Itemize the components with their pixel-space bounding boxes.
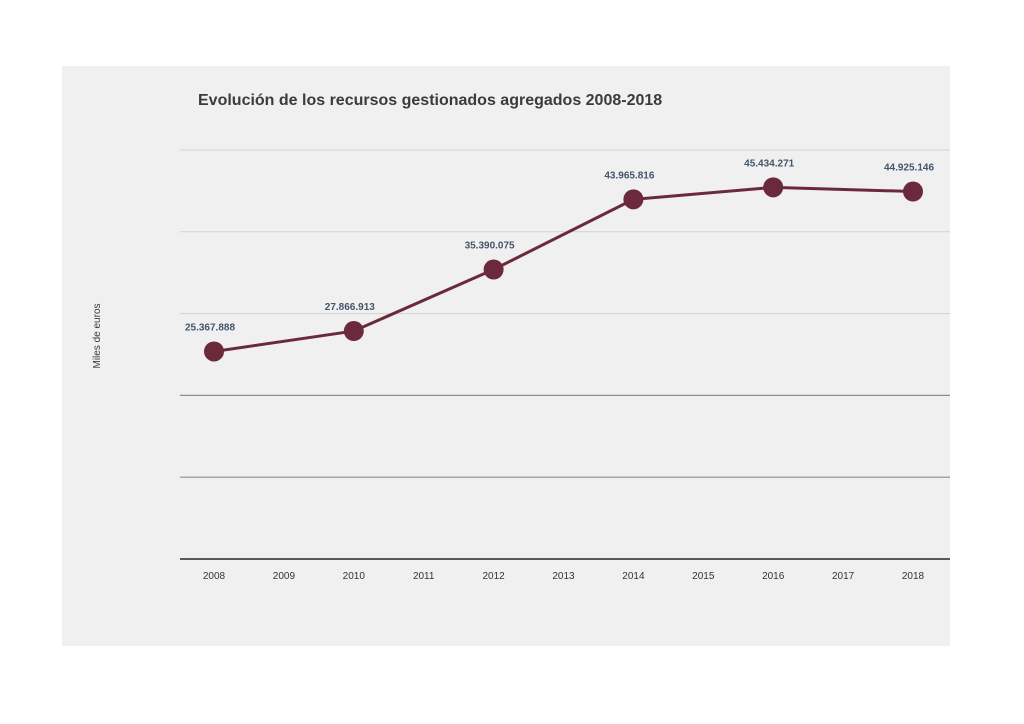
- data-label: 44.925.146: [884, 163, 934, 174]
- series: [204, 177, 923, 362]
- data-point: [623, 189, 644, 210]
- y-axis-label: Miles de euros: [92, 303, 103, 368]
- x-tick-label: 2008: [203, 571, 226, 582]
- x-tick-labels: 2008 2009 2010 2011 2012 2013 2014 2015 2016 2017…: [203, 571, 925, 582]
- data-label: 25.367.888: [185, 322, 235, 333]
- chart-title: Evolución de los recursos gestionados ag…: [198, 92, 662, 109]
- data-point: [903, 181, 923, 202]
- x-tick-label: 2011: [413, 571, 435, 582]
- data-point: [763, 177, 784, 198]
- data-label: 35.390.075: [465, 241, 515, 252]
- data-point: [483, 259, 504, 280]
- x-tick-label: 2014: [622, 571, 645, 582]
- x-tick-label: 2013: [552, 571, 575, 582]
- x-tick-label: 2010: [343, 571, 366, 582]
- data-label: 45.434.271: [744, 158, 794, 169]
- x-tick-label: 2018: [902, 571, 925, 582]
- gridlines: [180, 149, 950, 478]
- x-tick-label: 2015: [692, 571, 715, 582]
- x-tick-label: 2009: [273, 571, 296, 582]
- x-tick-label: 2016: [762, 571, 785, 582]
- series-line: [213, 185, 914, 353]
- data-labels: 25.367.888 27.866.913 35.390.075 43.965.816…: [185, 158, 934, 333]
- data-point: [204, 341, 224, 362]
- data-label: 27.866.913: [325, 302, 375, 313]
- data-label: 43.965.816: [604, 170, 654, 181]
- x-tick-label: 2012: [482, 571, 505, 582]
- line-chart: Evolución de los recursos gestionados ag…: [92, 92, 950, 582]
- data-point: [343, 321, 364, 342]
- x-tick-label: 2017: [832, 571, 855, 582]
- chart-panel: Evolución de los recursos gestionados ag…: [62, 66, 950, 646]
